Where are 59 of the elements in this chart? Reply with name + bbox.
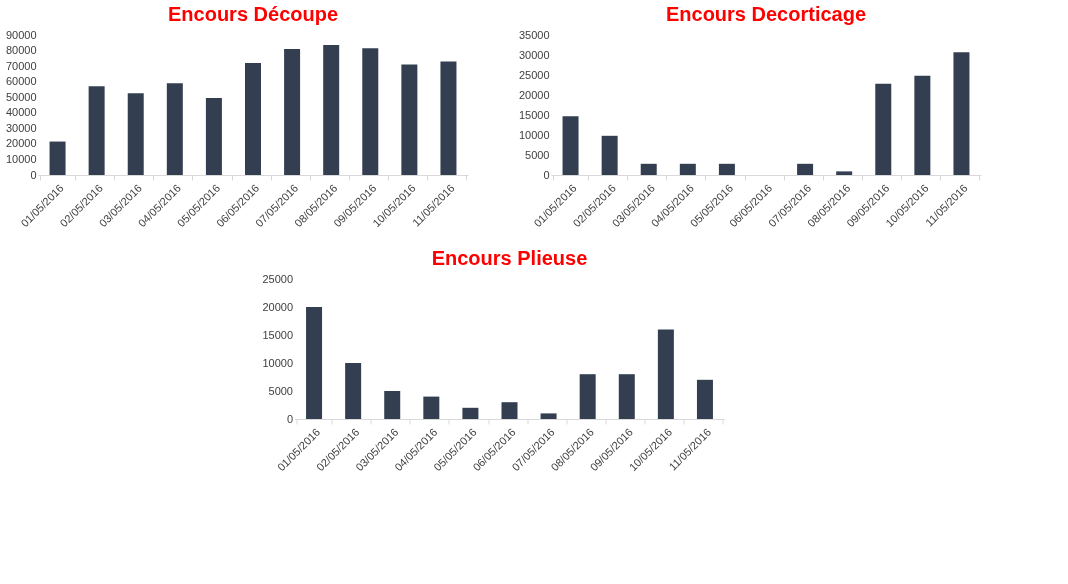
- bar: [49, 141, 66, 175]
- bar: [601, 135, 618, 175]
- bar: [362, 48, 379, 175]
- chart-title: Encours Plieuse: [431, 247, 588, 269]
- y-tick-label: 50000: [5, 90, 37, 103]
- bar: [166, 83, 183, 175]
- y-tick-label: 70000: [5, 59, 37, 72]
- bar: [618, 374, 635, 419]
- bar: [284, 49, 301, 175]
- y-tick-label: 60000: [5, 75, 37, 88]
- bar: [205, 98, 222, 175]
- bar: [423, 396, 440, 419]
- y-tick-label: 10000: [5, 152, 37, 165]
- y-tick-label: 90000: [5, 28, 37, 41]
- y-tick-label: 20000: [518, 88, 550, 101]
- y-tick-label: 10000: [518, 128, 550, 141]
- y-tick-label: 30000: [5, 121, 37, 134]
- bar: [401, 64, 418, 175]
- y-tick-label: 0: [286, 412, 293, 425]
- bar: [836, 171, 853, 175]
- bar: [562, 116, 579, 175]
- bar: [875, 83, 892, 175]
- bar: [953, 52, 970, 175]
- bar: [440, 61, 457, 175]
- y-tick-label: 20000: [262, 300, 293, 313]
- chart-title: Encours Decorticage: [665, 3, 867, 25]
- y-tick-label: 80000: [5, 44, 37, 57]
- bar: [640, 163, 657, 175]
- y-tick-label: 20000: [5, 137, 37, 150]
- bar: [718, 163, 735, 175]
- y-tick-label: 0: [543, 168, 550, 181]
- bar: [245, 63, 261, 175]
- y-tick-label: 5000: [268, 384, 293, 397]
- y-tick-label: 35000: [518, 28, 550, 41]
- y-tick-label: 15000: [518, 108, 550, 121]
- y-tick-label: 5000: [525, 148, 550, 161]
- bar: [323, 45, 340, 175]
- bar: [914, 75, 931, 175]
- bar: [657, 329, 674, 419]
- y-tick-label: 0: [30, 168, 37, 181]
- bar: [127, 93, 144, 175]
- y-tick-label: 40000: [5, 106, 37, 119]
- bar: [501, 402, 518, 419]
- bar: [306, 307, 323, 419]
- bar: [679, 163, 696, 175]
- y-tick-label: 15000: [262, 328, 293, 341]
- y-tick-label: 25000: [262, 272, 293, 285]
- bar: [797, 163, 814, 175]
- bar: [696, 379, 713, 419]
- y-tick-label: 25000: [518, 68, 550, 81]
- bar: [579, 374, 596, 419]
- y-tick-label: 30000: [518, 48, 550, 61]
- bar: [462, 407, 479, 419]
- bar: [345, 363, 362, 419]
- bar: [88, 86, 105, 175]
- chart-title: Encours Découpe: [167, 3, 339, 25]
- y-tick-label: 10000: [262, 356, 293, 369]
- bar: [540, 413, 557, 419]
- bar: [384, 391, 401, 419]
